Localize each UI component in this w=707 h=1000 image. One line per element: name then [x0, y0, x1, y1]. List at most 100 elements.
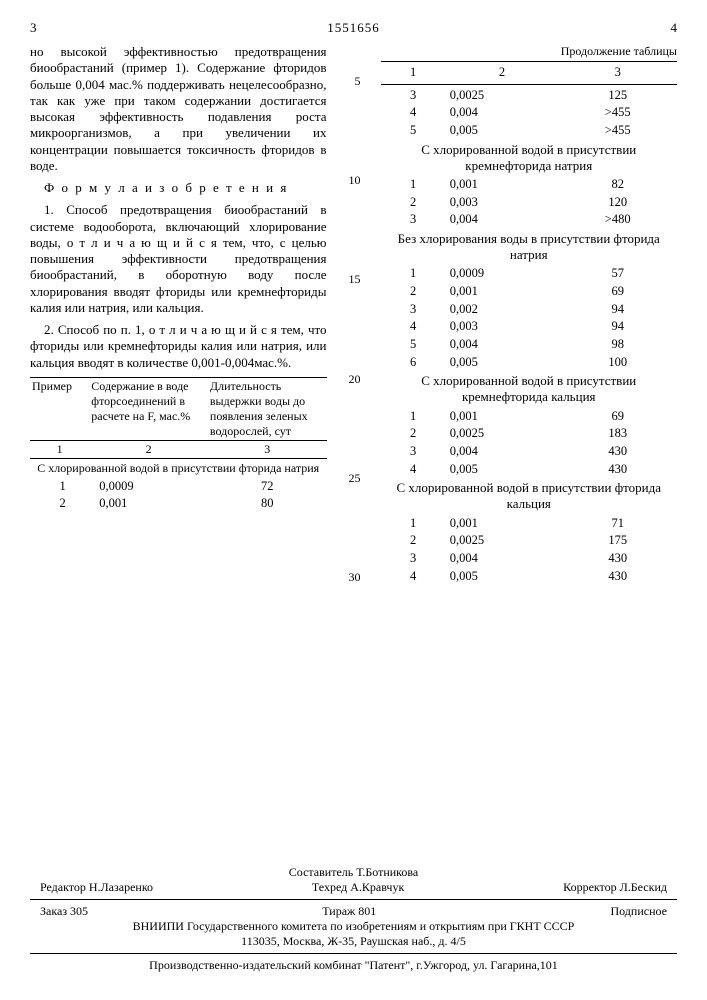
rh-3: 3	[558, 64, 677, 82]
table-row: 20,00180	[30, 495, 327, 513]
table-left: Пример Содержание в воде фторсоединений …	[30, 377, 327, 478]
table-row: 40,005430	[381, 568, 678, 586]
editor: Редактор Н.Лазаренко	[40, 880, 153, 895]
table-row: 30,004430	[381, 443, 678, 461]
cell-example: 2	[381, 425, 446, 443]
th-duration: Длительность выдержки воды до появления …	[208, 377, 327, 440]
cell-duration: 430	[558, 550, 677, 568]
cell-example: 3	[381, 550, 446, 568]
table-row: 40,004>455	[381, 104, 678, 122]
cell-example: 3	[381, 443, 446, 461]
cell-value: 0,004	[446, 336, 559, 354]
cell-value: 0,001	[446, 515, 559, 533]
table-row: 50,00498	[381, 336, 678, 354]
right-block-2: 10,00095720,0016930,0029440,0039450,0049…	[381, 265, 678, 371]
table-row: 10,00182	[381, 176, 678, 194]
cell-duration: 430	[558, 461, 677, 479]
colnum-2: 2	[89, 440, 208, 458]
cell-duration: 100	[558, 354, 677, 372]
cell-value: 0,0009	[95, 478, 208, 496]
patent-number: 1551656	[37, 20, 671, 36]
cell-duration: 57	[558, 265, 677, 283]
colnum-1: 1	[30, 440, 89, 458]
cell-example: 4	[381, 461, 446, 479]
table-row: 40,00394	[381, 318, 678, 336]
table-row: 10,000957	[381, 265, 678, 283]
cell-duration: >480	[558, 211, 677, 229]
rh-2: 2	[446, 64, 559, 82]
table-row: 10,000972	[30, 478, 327, 496]
paragraph-1: но высокой эффективностью предотвращения…	[30, 44, 327, 174]
cell-value: 0,0009	[446, 265, 559, 283]
formula-heading: Ф о р м у л а и з о б р е т е н и я	[30, 180, 327, 196]
section-heading-r4: С хлорированной водой в присутствии фтор…	[381, 478, 678, 515]
section-heading-1: С хлорированной водой в присутствии фтор…	[30, 458, 327, 478]
cell-value: 0,003	[446, 194, 559, 212]
table-row: 20,003120	[381, 194, 678, 212]
cell-value: 0,002	[446, 301, 559, 319]
line-number: 10	[347, 173, 361, 188]
table-row: 30,00294	[381, 301, 678, 319]
subscription: Подписное	[610, 904, 667, 919]
line-number: 30	[347, 570, 361, 585]
cell-value: 0,004	[446, 443, 559, 461]
rh-1: 1	[381, 64, 446, 82]
cell-duration: 69	[558, 408, 677, 426]
colnum-3: 3	[208, 440, 327, 458]
org-line-1: ВНИИПИ Государственного комитета по изоб…	[30, 919, 677, 934]
cell-example: 3	[381, 211, 446, 229]
cell-duration: 80	[208, 495, 327, 513]
table-row: 10,00169	[381, 408, 678, 426]
cell-value: 0,004	[446, 211, 559, 229]
claim-2: 2. Способ по п. 1, о т л и ч а ю щ и й с…	[30, 322, 327, 371]
th-example: Пример	[30, 377, 89, 440]
cell-value: 0,001	[446, 283, 559, 301]
cell-duration: 82	[558, 176, 677, 194]
table-row: 30,0025125	[381, 87, 678, 105]
cell-example: 1	[381, 515, 446, 533]
cell-example: 2	[30, 495, 95, 513]
org-line-2: 113035, Москва, Ж-35, Раушская наб., д. …	[30, 934, 677, 949]
right-column: Продолжение таблицы 1 2 3 30,002512540,0…	[381, 44, 678, 585]
cell-value: 0,005	[446, 568, 559, 586]
cell-value: 0,0025	[446, 425, 559, 443]
table-row: 30,004430	[381, 550, 678, 568]
table-row: 60,005100	[381, 354, 678, 372]
cell-duration: 94	[558, 318, 677, 336]
page-header: 3 1551656 4	[30, 20, 677, 36]
cell-duration: >455	[558, 122, 677, 140]
cell-example: 5	[381, 336, 446, 354]
cell-duration: 183	[558, 425, 677, 443]
line-number: 5	[347, 74, 361, 89]
cell-duration: 430	[558, 443, 677, 461]
right-block-4: 10,0017120,002517530,00443040,005430	[381, 515, 678, 586]
footer: Составитель Т.Ботникова Редактор Н.Лазар…	[30, 865, 677, 973]
table-left-rows: 10,00097220,00180	[30, 478, 327, 513]
table-row: 20,00169	[381, 283, 678, 301]
cell-example: 1	[381, 265, 446, 283]
section-heading-r1: С хлорированной водой в присутствии крем…	[381, 140, 678, 177]
cell-example: 4	[381, 104, 446, 122]
cell-value: 0,005	[446, 354, 559, 372]
cell-example: 2	[381, 283, 446, 301]
cell-value: 0,004	[446, 104, 559, 122]
table-row: 30,004>480	[381, 211, 678, 229]
org-line-3: Производственно-издательский комбинат "П…	[30, 958, 677, 973]
table-row: 20,0025175	[381, 532, 678, 550]
cell-duration: 94	[558, 301, 677, 319]
cell-value: 0,005	[446, 461, 559, 479]
cell-duration: 69	[558, 283, 677, 301]
th-content: Содержание в воде фторсоединений в расче…	[89, 377, 208, 440]
cell-example: 2	[381, 194, 446, 212]
table-right-head: 1 2 3	[381, 64, 678, 82]
cell-example: 1	[30, 478, 95, 496]
cell-example: 1	[381, 176, 446, 194]
compiler: Составитель Т.Ботникова	[30, 865, 677, 880]
cell-duration: 175	[558, 532, 677, 550]
cell-example: 6	[381, 354, 446, 372]
cell-duration: 430	[558, 568, 677, 586]
cell-duration: 71	[558, 515, 677, 533]
cell-duration: 125	[558, 87, 677, 105]
cell-duration: 72	[208, 478, 327, 496]
techred: Техред А.Кравчук	[312, 880, 404, 895]
